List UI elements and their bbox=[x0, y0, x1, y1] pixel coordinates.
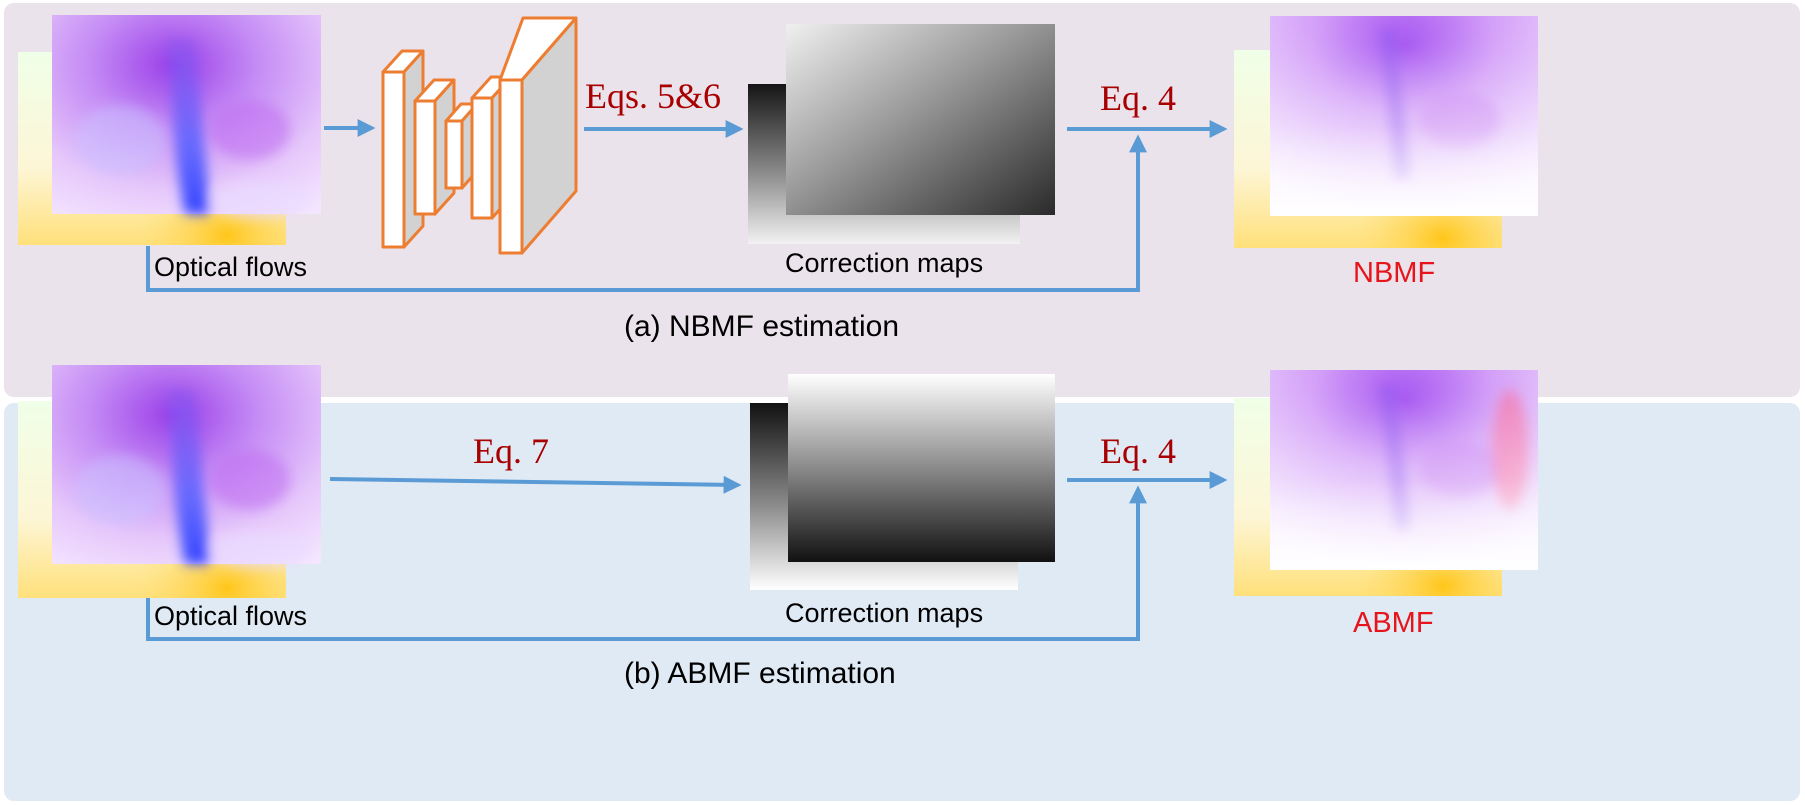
maps-label-b: Correction maps bbox=[785, 598, 983, 628]
equation-network-label: Eqs. 5&6 bbox=[585, 76, 721, 116]
input-flow-stack-a bbox=[18, 15, 321, 245]
arrow-skip-connection-a bbox=[146, 134, 1147, 292]
arrow-skip-connection-b bbox=[146, 485, 1147, 641]
correction-maps-a bbox=[748, 24, 1055, 244]
caption-b: (b) ABMF estimation bbox=[624, 657, 896, 690]
input-label-b: Optical flows bbox=[154, 601, 307, 631]
arrow-input-to-maps bbox=[329, 475, 742, 494]
equation-apply-label-b: Eq. 4 bbox=[1100, 431, 1176, 471]
network-icon bbox=[381, 16, 578, 255]
output-label-nbmf: NBMF bbox=[1353, 257, 1435, 289]
caption-a: (a) NBMF estimation bbox=[624, 310, 899, 343]
input-flow-stack-b bbox=[18, 365, 321, 598]
output-abmf-stack bbox=[1234, 370, 1538, 596]
arrows-b bbox=[146, 471, 1228, 641]
arrows-a bbox=[146, 119, 1228, 292]
input-label-a: Optical flows bbox=[154, 252, 307, 282]
equation-direct-label: Eq. 7 bbox=[473, 431, 549, 471]
equation-apply-label-a: Eq. 4 bbox=[1100, 78, 1176, 118]
correction-maps-b bbox=[750, 374, 1055, 590]
output-label-abmf: ABMF bbox=[1353, 607, 1434, 639]
output-nbmf-stack bbox=[1234, 16, 1538, 248]
maps-label-a: Correction maps bbox=[785, 248, 983, 278]
